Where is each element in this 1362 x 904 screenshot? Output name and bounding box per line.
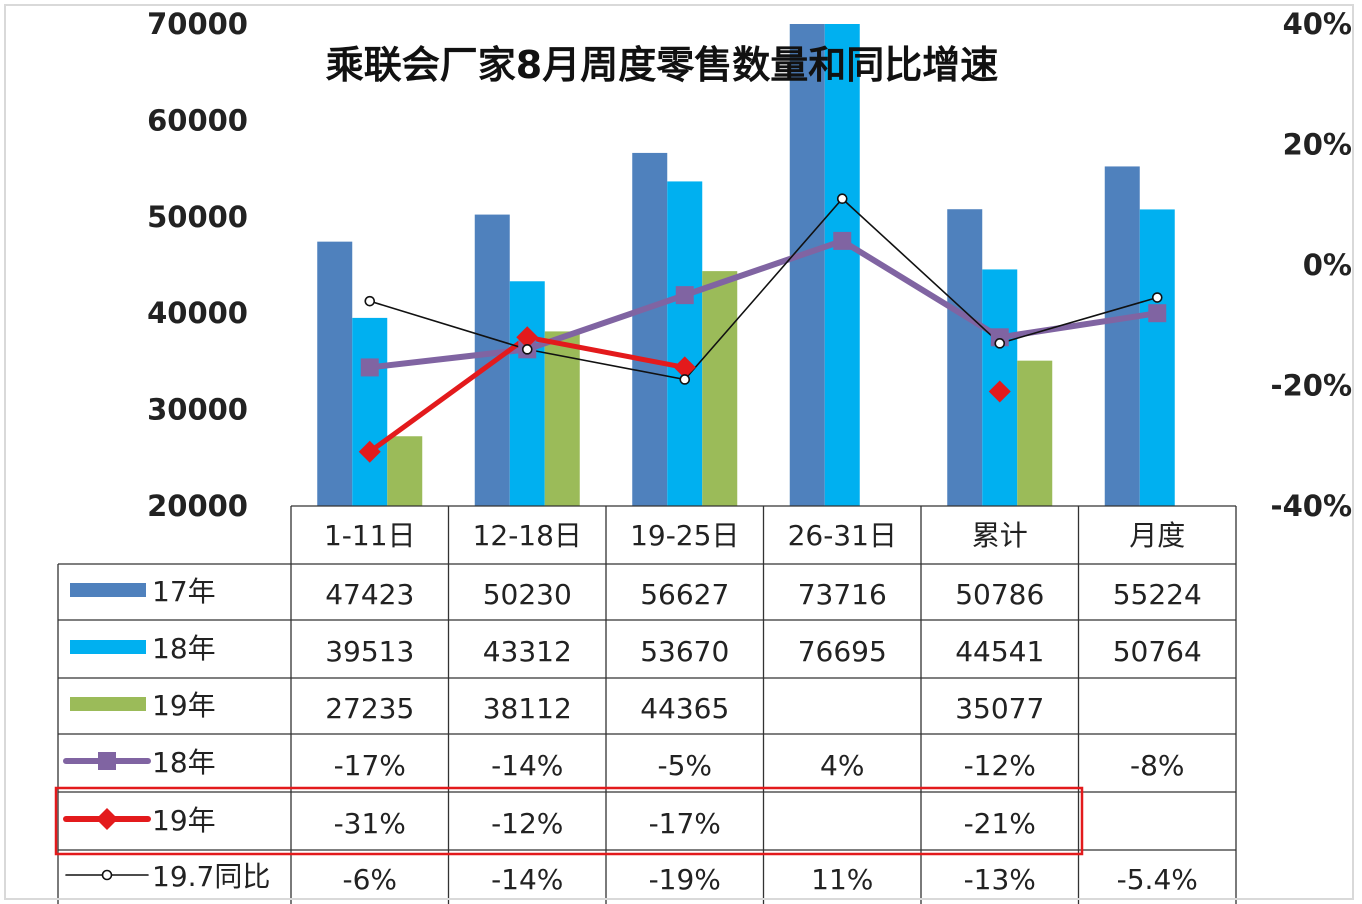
- bar-17年-月度: [1104, 166, 1140, 506]
- point-18年-1-11日: [360, 358, 379, 377]
- legend-label: 18年: [152, 746, 216, 779]
- y2-axis-tick-label: 40%: [1283, 7, 1352, 41]
- data-label: -12%: [491, 807, 563, 840]
- category-label: 12-18日: [473, 519, 582, 552]
- bar-18年-12-18日: [509, 281, 545, 506]
- data-label: 47423: [325, 578, 414, 611]
- y-axis-tick-label: 60000: [147, 103, 248, 137]
- data-label: 50764: [1113, 635, 1202, 668]
- legend-marker-18年: [98, 752, 116, 770]
- data-label: 73716: [798, 578, 887, 611]
- data-label: 53670: [640, 635, 729, 668]
- y-axis-tick-label: 50000: [147, 200, 248, 234]
- y2-axis-tick-label: 20%: [1283, 128, 1352, 162]
- bars-group: [317, 24, 1175, 506]
- point-18年-19-25日: [675, 286, 694, 305]
- data-label: -31%: [334, 807, 406, 840]
- data-label: 4%: [820, 749, 864, 782]
- category-label: 累计: [972, 519, 1028, 552]
- data-label: 43312: [483, 635, 572, 668]
- legend-marker-19年: [96, 808, 118, 830]
- data-label: -21%: [964, 807, 1036, 840]
- bar-17年-26-31日: [789, 24, 825, 506]
- legend-key-17年: [70, 583, 146, 597]
- data-label: 38112: [483, 692, 572, 725]
- chart-title: 乘联会厂家8月周度零售数量和同比增速: [326, 43, 998, 87]
- line-19.7同比: [369, 197, 1158, 381]
- line-18年: [369, 237, 1158, 371]
- point-19.7同比-月度: [1151, 292, 1163, 303]
- data-label: 50786: [955, 578, 1044, 611]
- data-label: -17%: [334, 749, 406, 782]
- category-label: 19-25日: [630, 519, 739, 552]
- legend-label: 19年: [152, 689, 216, 722]
- y2-axis-tick-label: -20%: [1271, 369, 1352, 403]
- data-label: -13%: [964, 863, 1036, 896]
- bar-17年-19-25日: [632, 152, 668, 506]
- data-label: -5.4%: [1117, 863, 1198, 896]
- point-18年-月度: [1148, 304, 1167, 323]
- y-axis-tick-label: 40000: [147, 296, 248, 330]
- legend-label: 19年: [152, 804, 216, 837]
- point-19年-累计: [988, 380, 1011, 403]
- category-label: 1-11日: [324, 519, 416, 552]
- data-label: 44365: [640, 692, 729, 725]
- data-label: 27235: [325, 692, 414, 725]
- legend-key-18年: [70, 640, 146, 654]
- bar-19年-1-11日: [387, 436, 423, 506]
- point-19.7同比-26-31日: [836, 193, 848, 205]
- point-19年-1-11日: [358, 440, 381, 463]
- point-19年-12-18日: [516, 326, 539, 349]
- data-label: -6%: [342, 863, 397, 896]
- data-label: 56627: [640, 578, 729, 611]
- bar-18年-19-25日: [667, 181, 703, 506]
- legend-label: 18年: [152, 632, 216, 665]
- bar-19年-19-25日: [702, 271, 738, 506]
- category-label: 月度: [1129, 519, 1185, 552]
- bar-18年-月度: [1139, 209, 1175, 506]
- point-19.7同比-累计: [994, 338, 1006, 349]
- data-label: 11%: [811, 863, 873, 896]
- data-label: 39513: [325, 635, 414, 668]
- data-label: 35077: [955, 692, 1044, 725]
- legend-label: 19.7同比: [152, 860, 270, 893]
- bar-17年-1-11日: [317, 241, 353, 506]
- y-axis-tick-label: 30000: [147, 393, 248, 427]
- bar-19年-累计: [1017, 360, 1053, 506]
- bar-18年-1-11日: [352, 317, 388, 506]
- data-label: -12%: [964, 749, 1036, 782]
- legend-marker-19.7同比: [101, 869, 113, 881]
- highlight-box: [54, 786, 1084, 856]
- bar-19年-12-18日: [544, 331, 580, 506]
- point-19.7同比-19-25日: [679, 374, 691, 385]
- bar-18年-26-31日: [824, 24, 860, 506]
- category-label: 26-31日: [788, 519, 897, 552]
- y2-axis-tick-label: -40%: [1271, 489, 1352, 523]
- data-label: 76695: [798, 635, 887, 668]
- bar-17年-累计: [947, 209, 983, 506]
- data-label: -17%: [649, 807, 721, 840]
- data-label: -8%: [1130, 749, 1185, 782]
- point-18年-26-31日: [833, 231, 852, 250]
- data-label: -14%: [491, 749, 563, 782]
- data-label: -5%: [657, 749, 712, 782]
- point-19年-19-25日: [673, 356, 696, 379]
- point-19.7同比-12-18日: [521, 344, 533, 355]
- data-label: -14%: [491, 863, 563, 896]
- legend-label: 17年: [152, 575, 216, 608]
- data-label: 50230: [483, 578, 572, 611]
- y-axis-tick-label: 70000: [147, 7, 248, 41]
- point-19.7同比-1-11日: [364, 295, 376, 307]
- legend-key-19年: [70, 697, 146, 711]
- data-label: 55224: [1113, 578, 1202, 611]
- data-label: -19%: [649, 863, 721, 896]
- y-axis-tick-label: 20000: [147, 489, 248, 523]
- y2-axis-tick-label: 0%: [1303, 248, 1352, 282]
- data-label: 44541: [955, 635, 1044, 668]
